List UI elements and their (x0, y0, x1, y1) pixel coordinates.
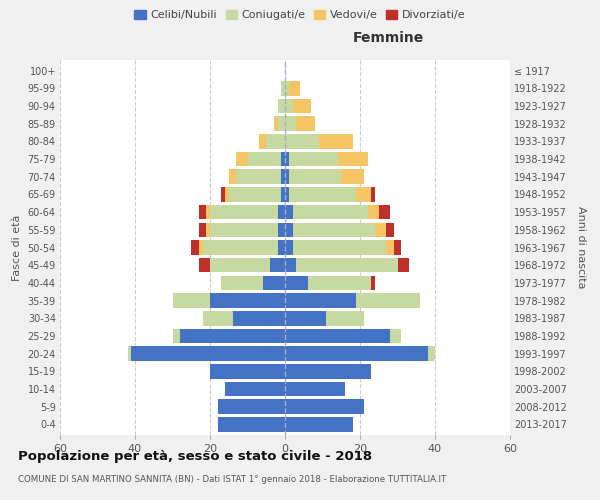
Bar (398, 258, 409, 272)
Bar (229, 187, 281, 202)
Bar (236, 170, 281, 184)
Bar (236, 152, 248, 166)
Bar (221, 276, 263, 290)
Bar (199, 240, 203, 255)
Bar (210, 294, 285, 308)
Bar (263, 276, 285, 290)
Bar (293, 240, 386, 255)
Bar (386, 240, 394, 255)
Bar (285, 170, 289, 184)
Bar (285, 364, 371, 378)
Bar (371, 187, 375, 202)
Bar (266, 134, 285, 148)
Bar (277, 240, 285, 255)
Bar (218, 400, 285, 414)
Text: Popolazione per età, sesso e stato civile - 2018: Popolazione per età, sesso e stato civil… (18, 450, 372, 463)
Bar (308, 276, 371, 290)
Bar (356, 294, 420, 308)
Bar (173, 294, 210, 308)
Bar (274, 116, 277, 131)
Bar (285, 400, 364, 414)
Bar (285, 116, 296, 131)
Bar (277, 222, 285, 237)
Bar (285, 382, 345, 396)
Bar (341, 170, 364, 184)
Bar (293, 205, 367, 220)
Bar (367, 205, 379, 220)
Bar (248, 152, 281, 166)
Bar (180, 328, 285, 343)
Bar (281, 152, 285, 166)
Bar (390, 328, 401, 343)
Text: COMUNE DI SAN MARTINO SANNITA (BN) - Dati ISTAT 1° gennaio 2018 - Elaborazione T: COMUNE DI SAN MARTINO SANNITA (BN) - Dat… (18, 475, 446, 484)
Bar (229, 170, 236, 184)
Bar (427, 346, 435, 361)
Bar (285, 205, 293, 220)
Bar (128, 346, 131, 361)
Y-axis label: Fasce di età: Fasce di età (12, 214, 22, 280)
Bar (285, 417, 353, 432)
Bar (206, 205, 210, 220)
Bar (285, 311, 326, 326)
Y-axis label: Anni di nascita: Anni di nascita (577, 206, 586, 289)
Bar (210, 364, 285, 378)
Bar (233, 311, 285, 326)
Bar (379, 205, 390, 220)
Bar (277, 98, 285, 113)
Bar (375, 222, 386, 237)
Bar (326, 311, 364, 326)
Bar (289, 152, 337, 166)
Bar (277, 116, 285, 131)
Bar (203, 311, 233, 326)
Bar (285, 98, 293, 113)
Bar (285, 134, 319, 148)
Bar (203, 240, 277, 255)
Bar (259, 134, 266, 148)
Bar (210, 205, 277, 220)
Bar (285, 294, 356, 308)
Bar (285, 276, 308, 290)
Bar (210, 258, 270, 272)
Bar (285, 222, 293, 237)
Bar (289, 81, 300, 96)
Bar (285, 240, 293, 255)
Bar (210, 222, 277, 237)
Bar (225, 382, 285, 396)
Bar (296, 116, 315, 131)
Bar (285, 258, 296, 272)
Bar (173, 328, 180, 343)
Bar (131, 346, 285, 361)
Bar (394, 240, 401, 255)
Bar (285, 346, 427, 361)
Bar (371, 276, 375, 290)
Bar (191, 240, 199, 255)
Bar (270, 258, 285, 272)
Bar (218, 417, 285, 432)
Bar (289, 187, 356, 202)
Bar (281, 187, 285, 202)
Bar (221, 187, 225, 202)
Bar (289, 170, 341, 184)
Bar (285, 81, 289, 96)
Bar (199, 258, 210, 272)
Bar (285, 152, 289, 166)
Bar (285, 328, 390, 343)
Bar (337, 152, 367, 166)
Bar (206, 222, 210, 237)
Bar (199, 222, 206, 237)
Bar (285, 187, 289, 202)
Bar (199, 205, 206, 220)
Bar (386, 222, 394, 237)
Bar (281, 170, 285, 184)
Bar (356, 187, 371, 202)
Legend: Celibi/Nubili, Coniugati/e, Vedovi/e, Divorziati/e: Celibi/Nubili, Coniugati/e, Vedovi/e, Di… (130, 6, 470, 25)
Bar (281, 81, 285, 96)
Bar (225, 187, 229, 202)
Bar (293, 98, 311, 113)
Bar (293, 222, 375, 237)
Text: Femmine: Femmine (353, 31, 424, 45)
Bar (277, 205, 285, 220)
Bar (319, 134, 353, 148)
Bar (296, 258, 398, 272)
